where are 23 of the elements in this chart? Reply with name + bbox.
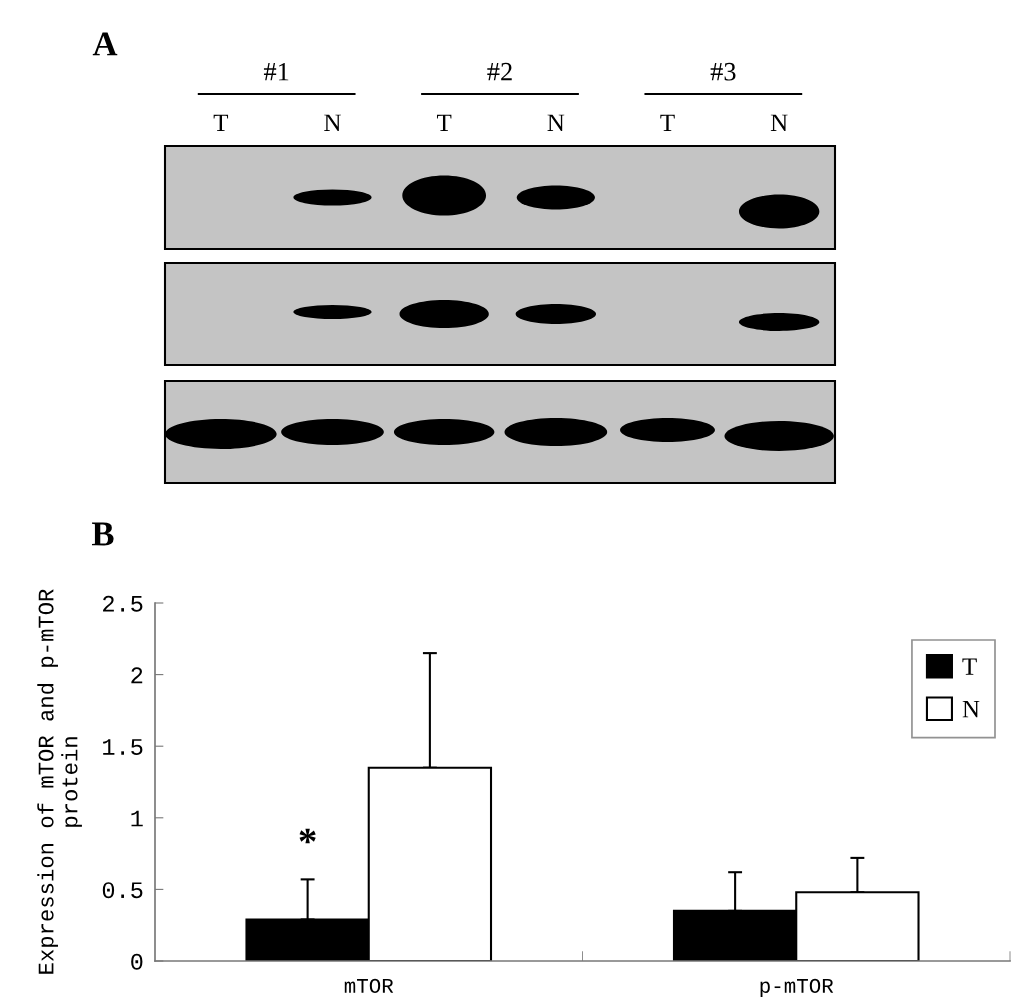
y-tick-label: 2.5 xyxy=(103,595,143,612)
annotation: * xyxy=(299,828,316,844)
category-label: T xyxy=(436,114,452,132)
category-label: N xyxy=(547,114,565,132)
chart-title: B xyxy=(91,522,114,546)
category-label: T xyxy=(213,114,229,132)
y-tick-label: 2 xyxy=(131,667,143,684)
y-tick-label: 1 xyxy=(131,810,143,827)
text: #3 xyxy=(710,62,736,81)
text: A xyxy=(92,32,118,56)
legend-label: T xyxy=(962,658,977,675)
category-label: N xyxy=(324,114,341,132)
text: #2 xyxy=(487,62,512,81)
x-tick-label: p-mTOR xyxy=(760,978,834,998)
legend-label: N xyxy=(962,700,980,718)
y-tick-label: 0.5 xyxy=(102,882,143,899)
category-label: T xyxy=(660,114,675,132)
y-tick-label: 1.5 xyxy=(103,739,143,755)
y-tick-label: 0 xyxy=(131,953,143,970)
x-tick-label: mTOR xyxy=(344,978,394,993)
text: #1 xyxy=(263,62,289,81)
category-label: N xyxy=(770,114,788,132)
y-axis-title: Expression of mTOR and p-mTOR protein xyxy=(37,589,82,974)
